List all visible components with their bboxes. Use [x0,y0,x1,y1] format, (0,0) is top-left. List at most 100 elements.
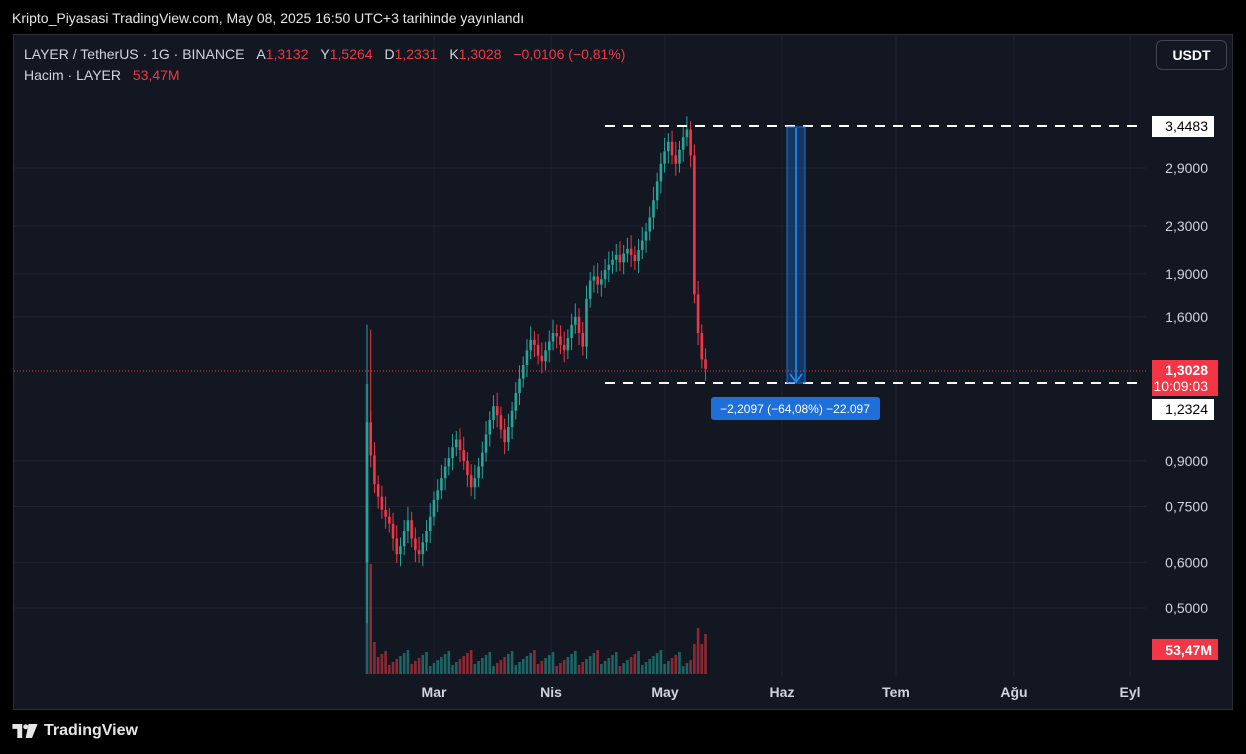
volume-bar [547,655,551,674]
month-label: Ağu [1000,684,1027,700]
month-label: Eyl [1119,684,1140,700]
candle-body [425,531,428,543]
candle-body [410,520,413,539]
volume-bar [640,665,644,674]
volume-bar [451,665,454,674]
candle-body [655,181,659,201]
volume-bar [410,664,413,674]
volume-bar [425,652,428,674]
candle-body [481,452,484,467]
volume-bar [518,662,521,674]
candle-body [674,155,678,164]
volume-bar [469,650,473,674]
volume-bar [559,663,562,674]
candle-body [603,269,607,280]
volume-bar [633,654,637,674]
price-tick-label: 2,3000 [1165,218,1208,234]
candle-body [704,359,707,369]
candle-body [391,523,395,539]
volume-bar [603,661,607,674]
volume-bar [562,660,566,674]
currency-button[interactable]: USDT [1156,40,1227,70]
candle-body [693,155,696,295]
candle-body [440,478,443,491]
volume-bar [693,644,696,674]
candle-body [648,217,652,232]
candle-body [518,378,521,394]
measure-arrow-head [789,373,803,384]
candle-body [466,460,469,476]
publish-caption: Kripto_Piyasasi TradingView.com, May 08,… [12,10,525,26]
volume-bar [380,654,384,674]
price-axis: 2,9000 2,3000 1,9000 1,6000 0,9000 0,7500 0,60… [1165,160,1208,616]
candle-body [551,333,555,342]
candle-body [458,439,462,450]
candle-body [507,427,510,443]
candle-body [559,336,562,345]
candle-body [373,455,376,485]
volume-bar [652,656,655,674]
change-value: −0,0106 (−0,81%) [513,46,626,62]
candle-body [633,254,637,262]
candle-body [432,499,436,517]
symbol-label[interactable]: LAYER / TetherUS · 1G · BINANCE [24,46,245,62]
chart-panel [13,34,1233,710]
candle-body [514,393,518,411]
volume-bar [388,665,391,674]
candle-body [414,538,417,551]
candle-body [477,466,480,479]
candle-body [562,344,566,351]
open-label: A [256,46,266,62]
volume-bar [477,661,480,674]
volume-bar [440,657,443,674]
candle-body [402,531,406,547]
candle-body [555,333,559,337]
low-value: 1,2331 [394,46,438,62]
candle-body [644,231,648,241]
volume-bar [663,664,666,674]
footer-brand[interactable]: TradingView [12,722,138,740]
candle-body [533,339,536,345]
candle-body [544,350,547,362]
candle-body [696,294,700,334]
price-tick-label: 0,7500 [1165,499,1208,515]
candles [365,116,707,624]
candle-body [670,141,674,156]
volume-value: 53,47M [132,67,180,83]
candle-body [510,410,514,428]
volume-bar [529,653,532,674]
low-label: D [384,46,395,62]
volume-bar [667,661,670,674]
month-label: Tem [882,684,910,700]
candle-body [681,137,685,150]
candle-body [388,516,391,524]
volume-bar [607,658,611,674]
time-axis: Mar Nis May Haz Tem Ağu Eyl [422,684,1141,700]
volume-bar [626,660,629,674]
candle-body [499,415,503,430]
volume-bar [376,657,380,674]
volume-badge [1152,639,1218,660]
volume-bar [592,653,596,674]
candle-body [622,253,625,263]
close-label: K [449,46,459,62]
volume-bar [369,564,373,674]
volume-bar [432,663,436,674]
volume-bar [622,663,625,674]
volume-label[interactable]: Hacim · LAYER [24,67,121,83]
volume-bar [510,651,514,674]
volume-bar [566,657,570,674]
volume-bar [521,659,525,674]
volume-bar [681,666,685,674]
volume-bar [648,659,652,674]
volume-bar [484,655,488,674]
candle-body [596,276,599,285]
volume-bar [525,656,529,674]
volume-bar [685,663,689,674]
candle-body [488,419,492,435]
candle-body [570,324,573,339]
measure-label-box [711,397,880,420]
volume-bar [555,666,559,674]
volume-bar [436,660,439,674]
